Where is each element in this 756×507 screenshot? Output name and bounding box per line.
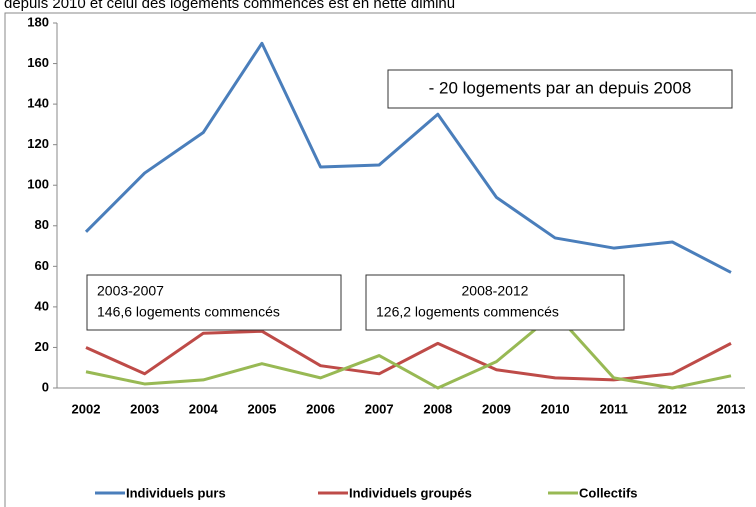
y-tick-label: 100 <box>27 177 49 192</box>
y-tick-label: 80 <box>35 217 49 232</box>
legend-label: Individuels purs <box>126 485 226 500</box>
annotation-box <box>387 69 733 109</box>
x-tick-label: 2011 <box>600 401 628 416</box>
y-tick-label: 120 <box>27 136 49 151</box>
x-tick-label: 2007 <box>365 401 394 416</box>
x-tick-label: 2006 <box>306 401 335 416</box>
y-tick-label: 0 <box>42 379 49 394</box>
annotation-text: 2008-2012 <box>462 283 529 299</box>
y-tick-label: 160 <box>27 55 49 70</box>
x-tick-label: 2002 <box>72 401 101 416</box>
annotation-text: 2003-2007 <box>97 283 164 299</box>
header-text: depuis 2010 et celui des logements comme… <box>4 0 455 12</box>
x-tick-label: 2005 <box>247 401 276 416</box>
annotation-box <box>365 274 625 331</box>
chart-frame <box>4 12 756 507</box>
x-tick-label: 2013 <box>717 401 746 416</box>
x-tick-label: 2010 <box>541 401 570 416</box>
y-tick-label: 20 <box>35 339 49 354</box>
annotation-box <box>86 274 342 331</box>
y-tick-label: 60 <box>35 258 49 273</box>
x-tick-label: 2009 <box>482 401 511 416</box>
legend-label: Individuels groupés <box>349 485 472 500</box>
y-tick-label: 180 <box>27 14 49 29</box>
series-line <box>85 311 732 390</box>
x-tick-label: 2004 <box>189 401 219 416</box>
legend-label: Collectifs <box>579 485 638 500</box>
x-tick-label: 2012 <box>658 401 687 416</box>
annotation-text: - 20 logements par an depuis 2008 <box>429 78 692 97</box>
series-line <box>84 41 732 274</box>
y-tick-label: 140 <box>27 96 49 111</box>
annotation-text: 126,2 logements commencés <box>376 304 559 320</box>
y-tick-label: 40 <box>35 298 49 313</box>
x-tick-label: 2008 <box>423 401 452 416</box>
x-tick-label: 2003 <box>130 401 159 416</box>
annotation-text: 146,6 logements commencés <box>97 304 280 320</box>
